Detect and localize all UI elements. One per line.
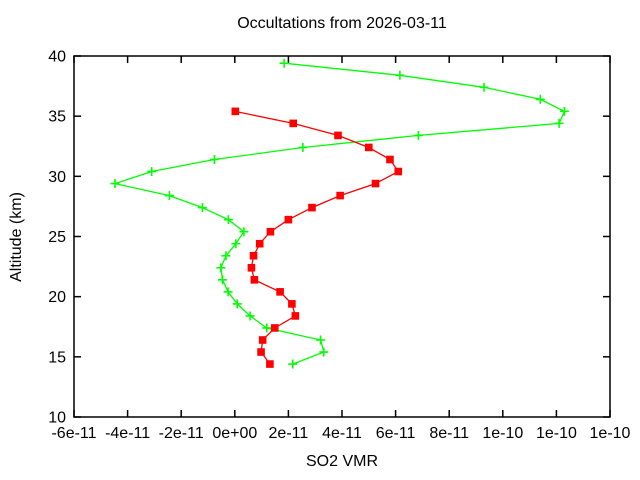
- x-tick-label: 1e-10: [482, 425, 523, 442]
- y-axis-label: Altitude (km): [8, 192, 25, 282]
- x-tick-label: -2e-11: [159, 425, 204, 442]
- series-occultation-red: [231, 107, 403, 368]
- x-axis-label: SO2 VMR: [305, 453, 378, 470]
- series-occultation-red-line: [235, 110, 400, 365]
- square-marker-icon: [250, 276, 259, 284]
- chart-title: Occultations from 2026-03-11: [237, 15, 447, 32]
- square-marker-icon: [270, 324, 279, 332]
- x-tick-label: -6e-11: [51, 425, 96, 442]
- square-marker-icon: [249, 251, 258, 260]
- square-marker-icon: [394, 167, 403, 176]
- x-tick-label: -4e-11: [105, 425, 150, 442]
- square-marker-icon: [371, 179, 380, 188]
- x-tick-label: 2e-11: [269, 425, 309, 442]
- square-marker-icon: [257, 348, 265, 356]
- square-marker-icon: [255, 239, 264, 248]
- x-tick-label: 8e-11: [429, 425, 469, 442]
- series-occultation-green: [110, 58, 569, 369]
- x-tick-label: 4e-11: [322, 425, 362, 442]
- square-marker-icon: [266, 227, 275, 236]
- square-marker-icon: [291, 312, 300, 320]
- square-marker-icon: [284, 215, 293, 224]
- square-marker-icon: [289, 119, 298, 128]
- square-marker-icon: [231, 107, 240, 116]
- y-tick-label: 40: [48, 49, 66, 66]
- x-axis-ticks: -6e-11 -4e-11 -2e-11 0e+00 2e-11 4e-11 6e-11 8e…: [51, 56, 631, 442]
- y-tick-label: 20: [48, 289, 66, 306]
- square-marker-icon: [266, 360, 274, 368]
- y-axis-ticks: 10 15 20 25 30 35 40: [48, 49, 610, 427]
- square-marker-icon: [386, 155, 394, 164]
- square-marker-icon: [365, 143, 373, 152]
- y-tick-label: 15: [48, 349, 66, 366]
- x-tick-label: 6e-11: [376, 425, 416, 442]
- y-tick-label: 30: [48, 169, 66, 186]
- square-marker-icon: [308, 203, 316, 212]
- series-occultation-green-line: [112, 62, 566, 365]
- square-marker-icon: [288, 300, 296, 308]
- x-tick-label: 1e-10: [590, 425, 631, 442]
- square-marker-icon: [334, 131, 342, 140]
- square-marker-icon: [276, 288, 284, 296]
- square-marker-icon: [336, 191, 344, 200]
- y-tick-label: 10: [48, 410, 66, 427]
- y-tick-label: 25: [48, 229, 66, 246]
- plot-border: [73, 55, 611, 418]
- square-marker-icon: [258, 336, 267, 344]
- y-tick-label: 35: [48, 109, 66, 126]
- square-marker-icon: [247, 263, 256, 272]
- x-tick-label: 1e-10: [536, 425, 577, 442]
- x-tick-label: 0e+00: [212, 425, 257, 442]
